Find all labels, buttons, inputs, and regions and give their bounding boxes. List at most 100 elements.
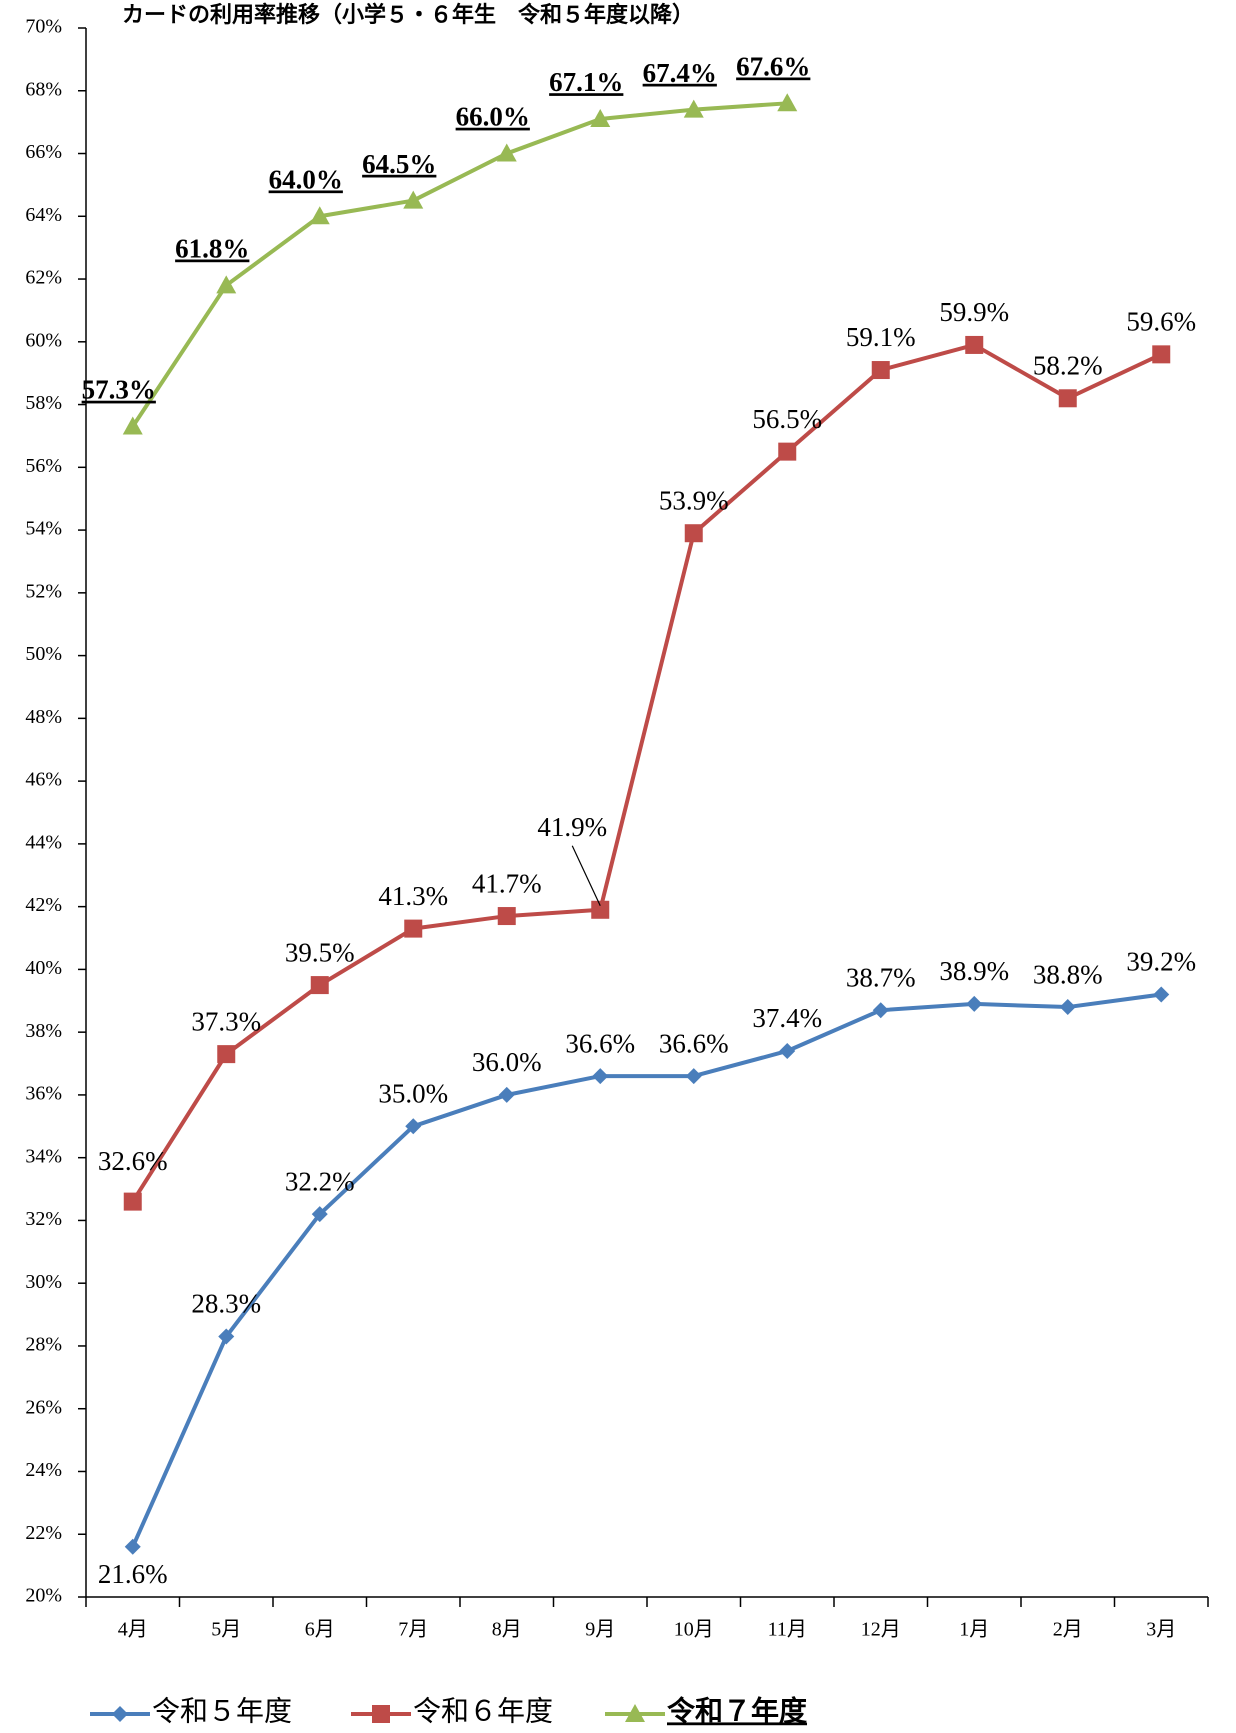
value-label: 37.3% bbox=[191, 1006, 261, 1036]
y-tick-label: 70% bbox=[25, 16, 62, 38]
data-point bbox=[311, 1206, 328, 1223]
data-point bbox=[405, 1118, 422, 1135]
x-tick-label: 10月 bbox=[674, 1619, 714, 1641]
data-point bbox=[498, 1086, 515, 1103]
value-label: 59.1% bbox=[846, 322, 916, 352]
data-point bbox=[309, 206, 330, 225]
data-point bbox=[310, 976, 329, 995]
y-tick-label: 52% bbox=[25, 580, 62, 602]
legend-label: 令和６年度 bbox=[413, 1695, 553, 1727]
data-point bbox=[966, 995, 983, 1012]
y-tick-label: 30% bbox=[25, 1271, 62, 1293]
y-tick-label: 40% bbox=[25, 957, 62, 979]
legend-marker bbox=[372, 1705, 390, 1723]
value-label: 38.8% bbox=[1033, 959, 1103, 989]
value-label: 64.0% bbox=[269, 164, 343, 194]
chart-title: カードの利用率推移（小学５・６年生 令和５年度以降） bbox=[122, 2, 694, 28]
y-tick-label: 46% bbox=[25, 769, 62, 791]
x-tick-label: 5月 bbox=[211, 1619, 241, 1641]
legend-marker bbox=[112, 1706, 128, 1722]
y-tick-label: 42% bbox=[25, 894, 62, 916]
value-label: 35.0% bbox=[378, 1079, 448, 1109]
data-point bbox=[404, 919, 423, 938]
value-label: 66.0% bbox=[456, 102, 530, 132]
x-tick-label: 3月 bbox=[1146, 1619, 1176, 1641]
y-tick-label: 54% bbox=[25, 518, 62, 540]
data-point bbox=[496, 143, 517, 162]
value-label: 32.6% bbox=[98, 1146, 168, 1176]
data-point bbox=[1152, 345, 1171, 364]
data-point bbox=[218, 1328, 235, 1345]
value-label: 67.1% bbox=[549, 67, 623, 97]
y-tick-label: 62% bbox=[25, 267, 62, 289]
leader-line bbox=[571, 845, 601, 907]
legend-marker bbox=[625, 1704, 645, 1722]
y-tick-label: 32% bbox=[25, 1208, 62, 1230]
y-tick-label: 58% bbox=[25, 392, 62, 414]
x-tick-label: 6月 bbox=[305, 1619, 335, 1641]
data-point bbox=[497, 907, 516, 926]
y-tick-label: 22% bbox=[25, 1522, 62, 1544]
value-label: 41.3% bbox=[378, 881, 448, 911]
y-tick-label: 44% bbox=[25, 831, 62, 853]
x-tick-label: 11月 bbox=[768, 1619, 807, 1641]
series-line bbox=[131, 342, 1163, 1203]
data-point bbox=[871, 361, 890, 380]
x-tick-label: 2月 bbox=[1053, 1619, 1083, 1641]
data-point bbox=[777, 93, 798, 112]
y-tick-label: 36% bbox=[25, 1083, 62, 1105]
series-line bbox=[131, 101, 788, 428]
data-point bbox=[403, 190, 424, 209]
value-label: 41.7% bbox=[472, 868, 542, 898]
value-label: 36.6% bbox=[565, 1028, 635, 1058]
data-point bbox=[1058, 389, 1077, 408]
value-label: 39.5% bbox=[285, 937, 355, 967]
x-tick-label: 9月 bbox=[585, 1619, 615, 1641]
value-label: 56.5% bbox=[752, 404, 822, 434]
series-line bbox=[130, 992, 1162, 1548]
y-tick-label: 48% bbox=[25, 706, 62, 728]
data-point bbox=[965, 335, 984, 354]
value-label: 36.0% bbox=[472, 1047, 542, 1077]
legend-label: 令和７年度 bbox=[667, 1694, 807, 1727]
x-tick-label: 1月 bbox=[959, 1619, 989, 1641]
data-point bbox=[1059, 999, 1076, 1016]
data-point bbox=[216, 275, 237, 294]
y-tick-label: 68% bbox=[25, 78, 62, 100]
data-point bbox=[685, 1068, 702, 1085]
value-label: 37.4% bbox=[752, 1003, 822, 1033]
value-label: 21.6% bbox=[98, 1559, 168, 1589]
value-label: 53.9% bbox=[659, 485, 729, 515]
y-tick-label: 26% bbox=[25, 1396, 62, 1418]
value-label: 39.2% bbox=[1126, 947, 1196, 977]
y-tick-label: 20% bbox=[25, 1585, 62, 1607]
value-label: 59.9% bbox=[939, 297, 1009, 327]
data-point bbox=[123, 1192, 142, 1211]
data-point bbox=[217, 1045, 236, 1064]
y-tick-label: 60% bbox=[25, 329, 62, 351]
data-point bbox=[124, 1538, 141, 1555]
data-point bbox=[778, 442, 797, 461]
value-label: 41.9% bbox=[537, 812, 607, 842]
data-point bbox=[872, 1002, 889, 1019]
value-label: 67.4% bbox=[643, 58, 717, 88]
data-point bbox=[1153, 986, 1170, 1003]
x-tick-label: 7月 bbox=[398, 1619, 428, 1641]
value-label: 36.6% bbox=[659, 1028, 729, 1058]
y-tick-label: 56% bbox=[25, 455, 62, 477]
y-tick-label: 64% bbox=[25, 204, 62, 226]
value-label: 32.2% bbox=[285, 1166, 355, 1196]
value-label: 61.8% bbox=[175, 234, 249, 264]
data-point bbox=[591, 900, 610, 919]
value-label: 38.7% bbox=[846, 962, 916, 992]
y-tick-label: 34% bbox=[25, 1145, 62, 1167]
data-point bbox=[779, 1042, 796, 1059]
data-point bbox=[683, 99, 704, 118]
x-tick-label: 8月 bbox=[492, 1619, 522, 1641]
data-point bbox=[122, 416, 143, 435]
y-tick-label: 50% bbox=[25, 643, 62, 665]
y-tick-label: 38% bbox=[25, 1020, 62, 1042]
value-label: 28.3% bbox=[191, 1289, 261, 1319]
value-label: 38.9% bbox=[939, 956, 1009, 986]
